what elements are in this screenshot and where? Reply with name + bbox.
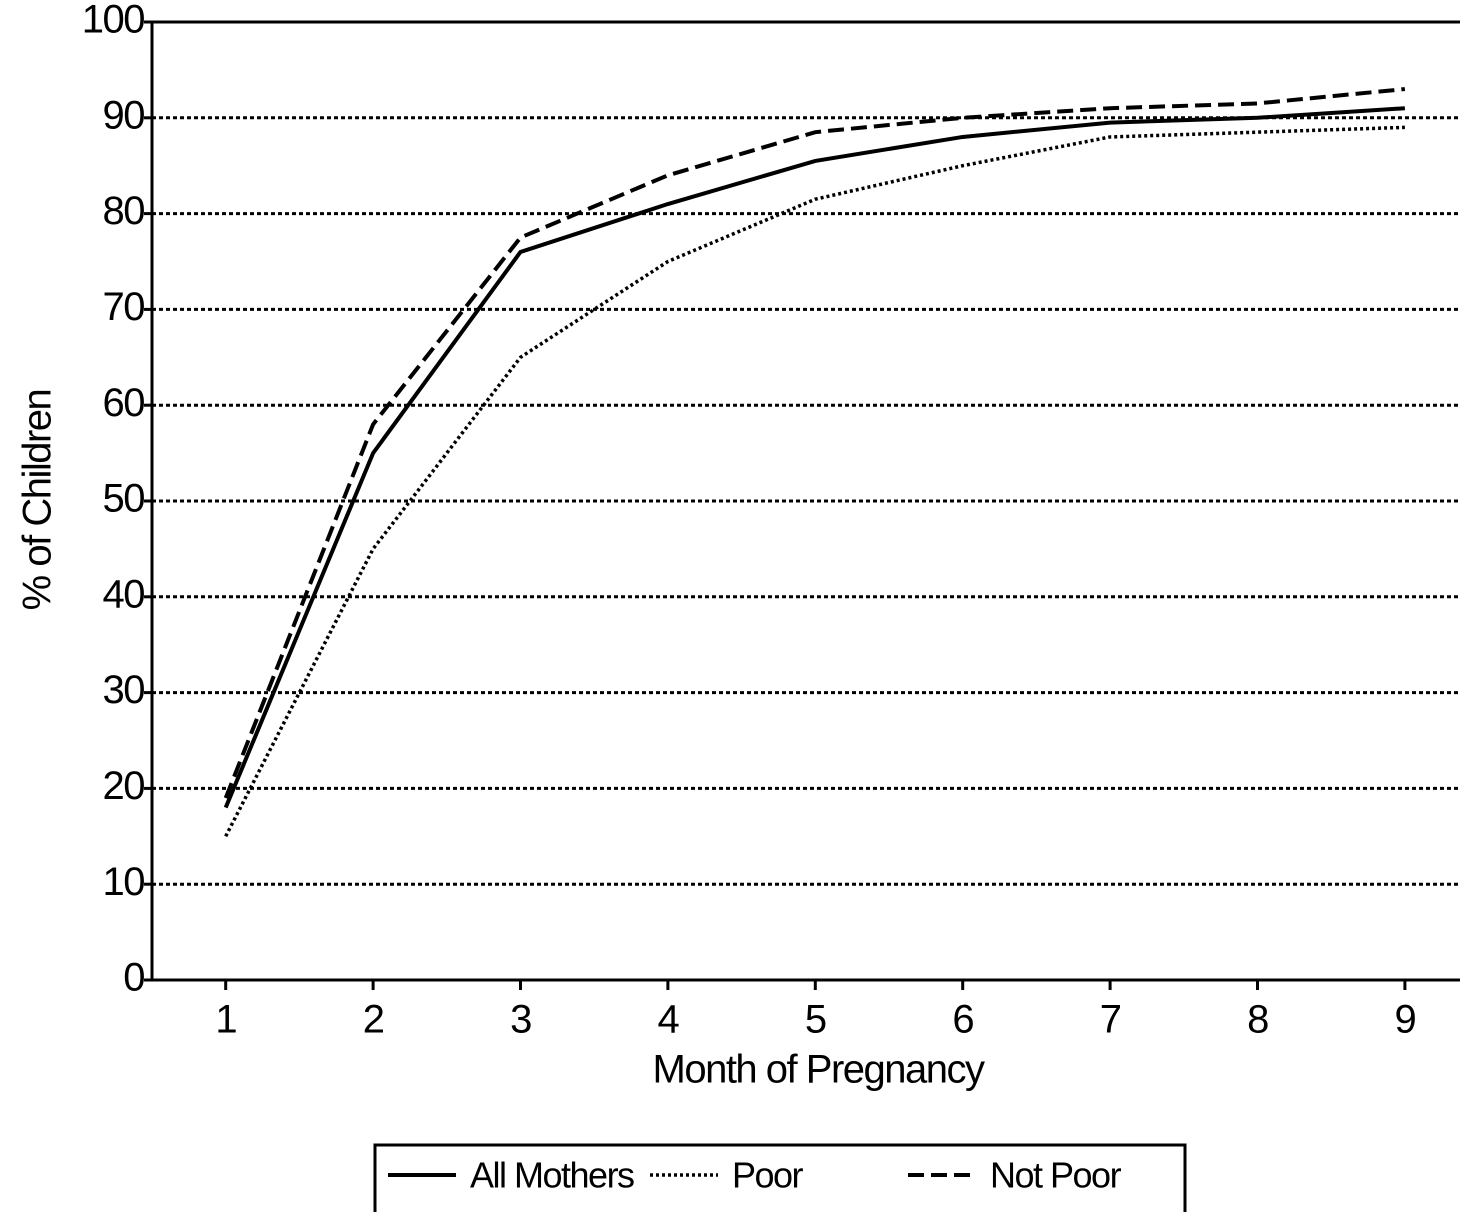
y-tick-label: 100 [82, 0, 144, 42]
y-tick-label: 20 [103, 764, 145, 808]
y-tick-label: 80 [103, 189, 145, 233]
series-line [223, 87, 1406, 799]
legend-label: All Mothers [470, 1155, 634, 1196]
x-tick-label: 5 [805, 998, 826, 1042]
y-axis-label: % of Children [16, 390, 60, 611]
y-tick-label: 40 [103, 572, 145, 616]
x-tick-label: 9 [1395, 998, 1416, 1042]
legend-label: Not Poor [990, 1155, 1122, 1196]
y-tick-label: 0 [123, 956, 144, 1000]
y-tick-label: 50 [103, 477, 145, 521]
x-tick-label: 8 [1247, 998, 1268, 1042]
legend-label: Poor [732, 1155, 804, 1196]
x-tick-label: 4 [658, 998, 680, 1042]
y-tick-label: 30 [103, 668, 145, 712]
series-line [223, 106, 1406, 809]
y-tick-label: 60 [103, 381, 145, 425]
x-tick-label: 7 [1100, 998, 1121, 1042]
x-tick-label: 3 [510, 998, 531, 1042]
series-line [224, 125, 1405, 838]
x-tick-label: 1 [215, 998, 236, 1042]
y-tick-label: 10 [103, 860, 145, 904]
y-tick-label: 70 [103, 285, 145, 329]
x-axis-label: Month of Pregnancy [653, 1048, 985, 1092]
legend-box [373, 1143, 1187, 1212]
x-tick-label: 6 [952, 998, 973, 1042]
y-tick-label: 90 [103, 93, 145, 137]
x-tick-label: 2 [363, 998, 384, 1042]
